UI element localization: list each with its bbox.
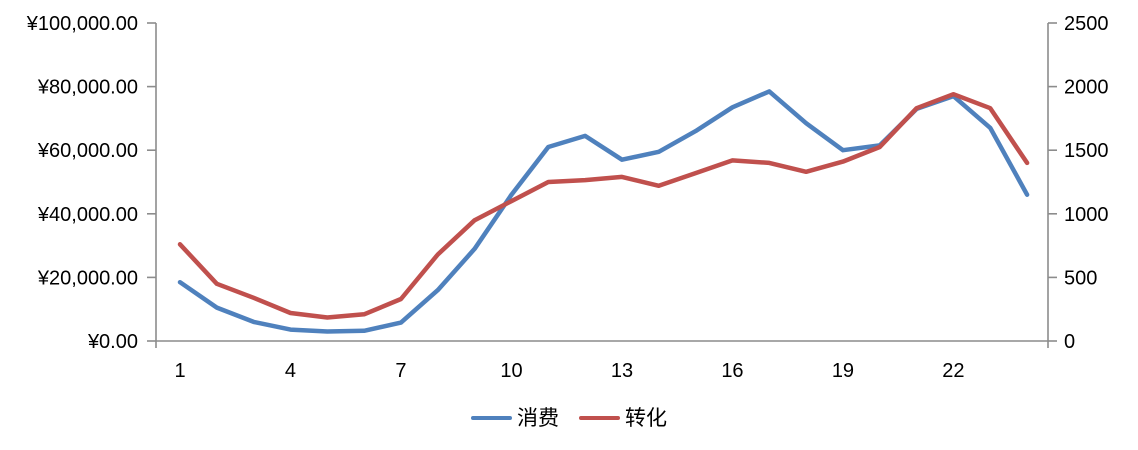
- y-axis-left-label: ¥20,000.00: [37, 267, 138, 289]
- x-axis-label: 4: [285, 360, 296, 382]
- legend-line-swatch-red: [579, 415, 620, 421]
- x-axis-label: 1: [174, 360, 185, 382]
- legend-line-swatch-blue: [471, 415, 512, 421]
- legend-label-consumption: 消费: [517, 406, 559, 430]
- y-axis-left-label: ¥80,000.00: [37, 77, 138, 99]
- x-axis-label: 7: [395, 360, 406, 382]
- legend-item-conversion[interactable]: 转化: [579, 408, 667, 429]
- y-axis-right-label: 2000: [1064, 77, 1109, 99]
- y-axis-left-label: ¥0.00: [87, 331, 138, 353]
- x-axis-label: 10: [500, 360, 522, 382]
- y-axis-left-label: ¥40,000.00: [37, 204, 138, 226]
- legend-item-consumption[interactable]: 消费: [471, 408, 559, 429]
- y-axis-right-label: 2500: [1064, 13, 1109, 35]
- y-axis-left-label: ¥60,000.00: [37, 140, 138, 162]
- x-axis-label: 22: [942, 360, 964, 382]
- y-axis-right-label: 1000: [1064, 204, 1109, 226]
- y-axis-left-label: ¥100,000.00: [26, 13, 138, 35]
- legend-label-conversion: 转化: [625, 406, 667, 430]
- y-axis-right-label: 0: [1064, 331, 1075, 353]
- y-axis-right-label: 500: [1064, 267, 1097, 289]
- x-axis-label: 19: [832, 360, 854, 382]
- x-axis-label: 16: [721, 360, 743, 382]
- series-line-conversion: [177, 91, 1030, 320]
- y-axis-right-label: 1500: [1064, 140, 1109, 162]
- chart-legend: 消费 转化: [0, 404, 1138, 432]
- x-axis-label: 13: [611, 360, 633, 382]
